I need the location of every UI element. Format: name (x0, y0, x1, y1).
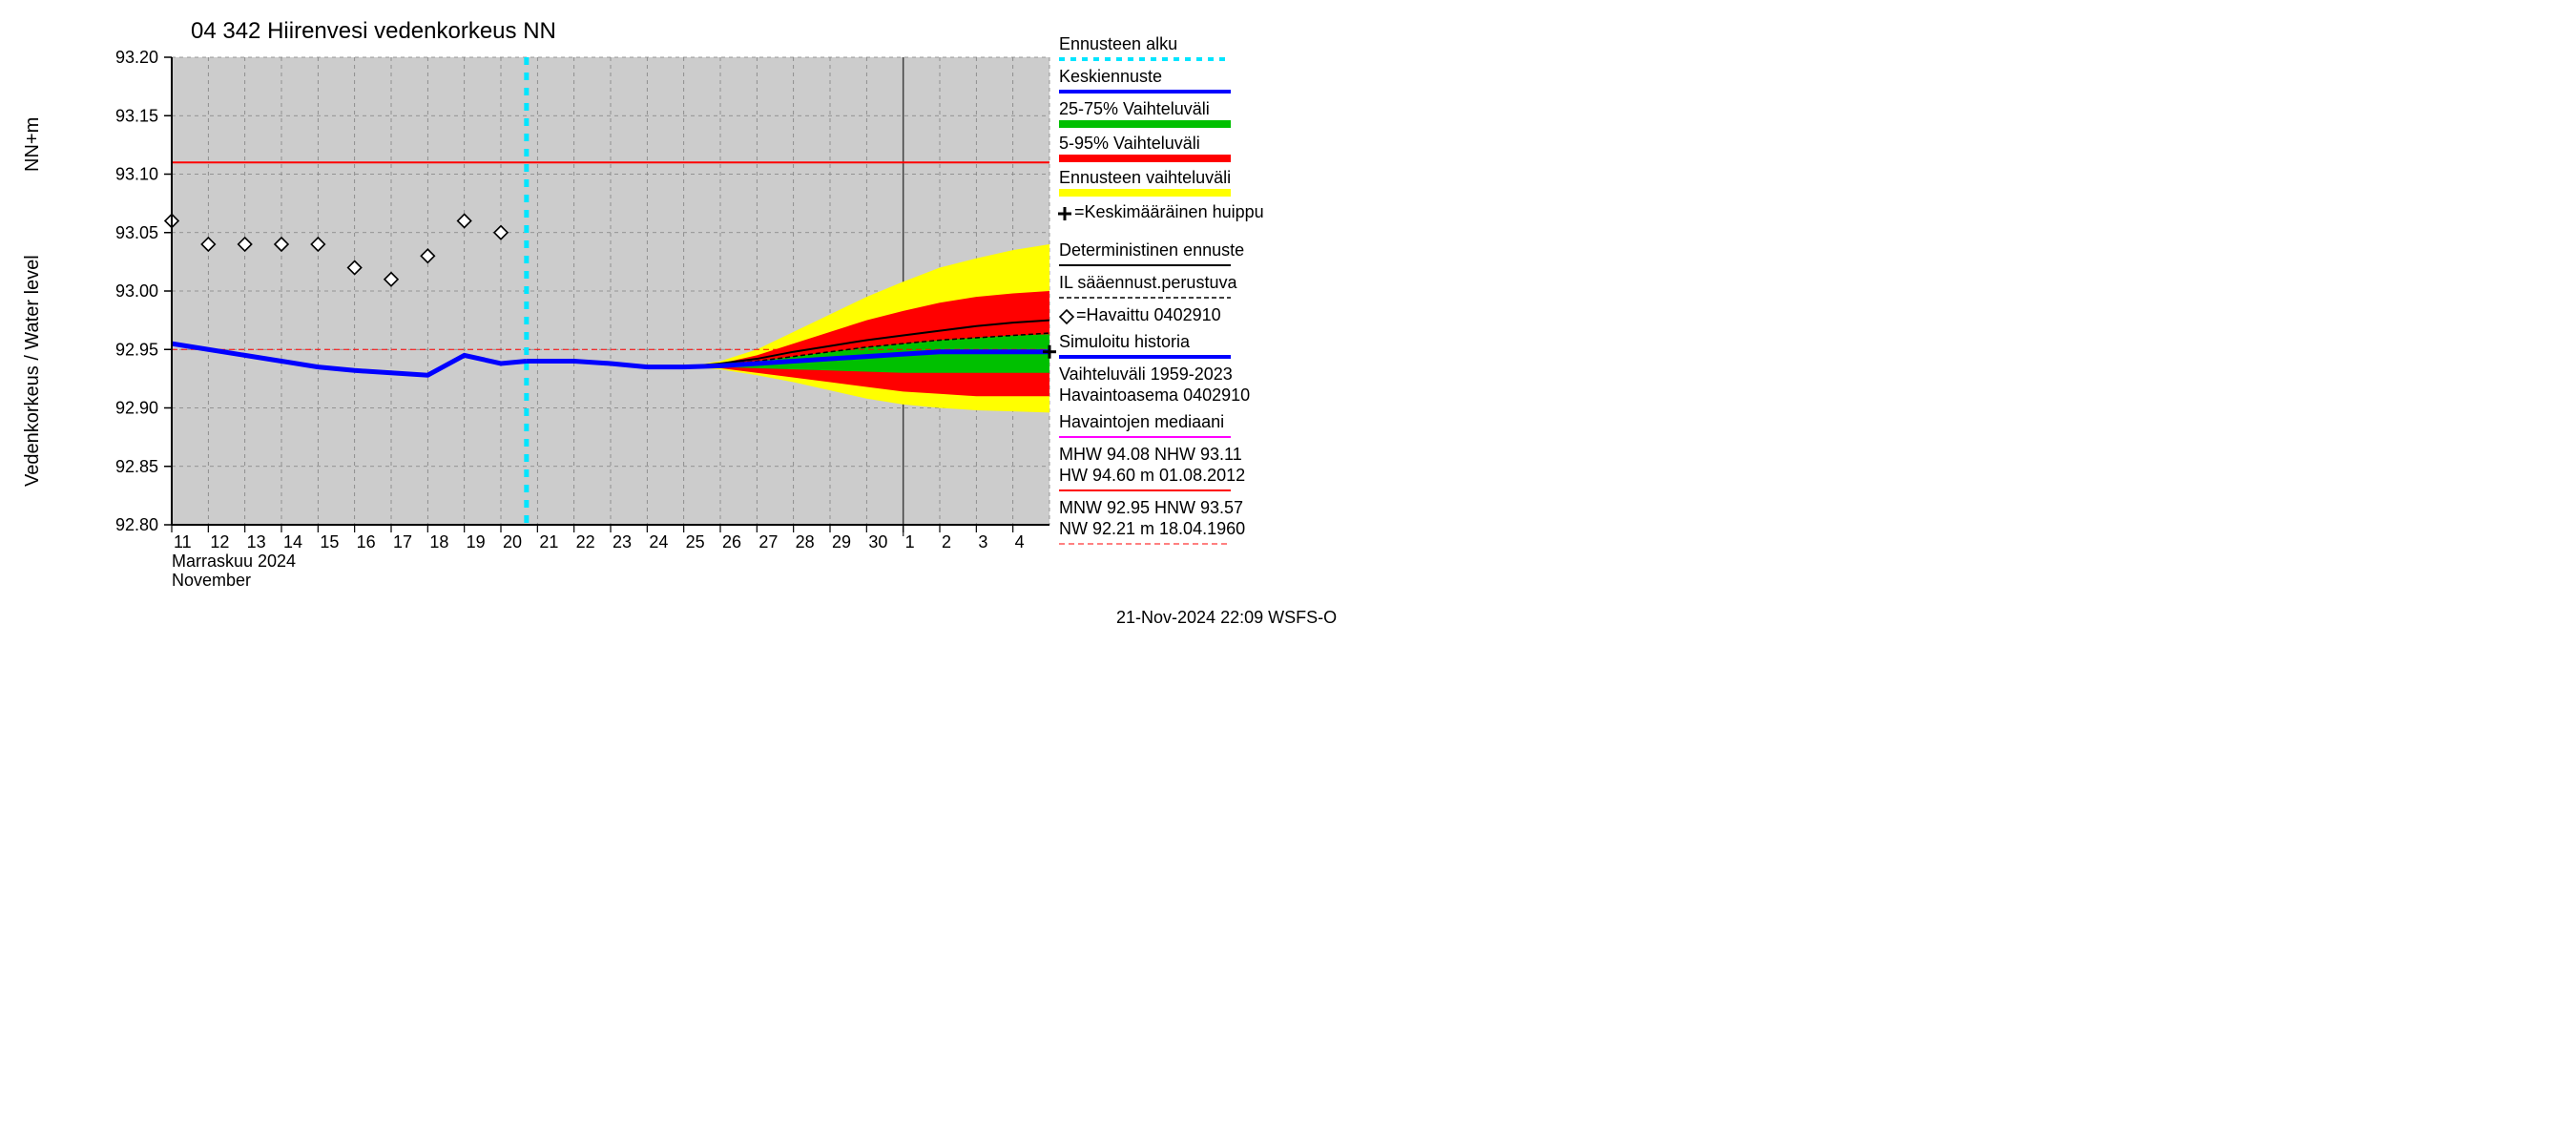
legend-label-mean_peak: =Keskimääräinen huippu (1074, 202, 1264, 221)
legend-label-simuloitu: Simuloitu historia (1059, 332, 1191, 351)
ytick-label: 92.90 (115, 399, 158, 418)
legend-extra-mnw: NW 92.21 m 18.04.1960 (1059, 519, 1245, 538)
legend-label-vaihtelu_25_75: 25-75% Vaihteluväli (1059, 99, 1210, 118)
y-axis-label-2: NN+m (22, 117, 43, 172)
xtick-label: 16 (357, 532, 376, 552)
ytick-label: 92.95 (115, 340, 158, 359)
ytick-label: 92.80 (115, 515, 158, 534)
legend-label-vaihtelu_5_95: 5-95% Vaihteluväli (1059, 134, 1200, 153)
chart-svg: 92.80 92.85 92.90 92.95 93.00 93.05 93.10 93.15… (0, 0, 1431, 636)
xtick-label: 3 (978, 532, 987, 552)
xtick-label: 27 (758, 532, 778, 552)
legend-label-deterministic: Deterministinen ennuste (1059, 240, 1244, 260)
xtick-label: 13 (247, 532, 266, 552)
month-label-en: November (172, 571, 251, 590)
legend-label-ennusteen_vaihtelu: Ennusteen vaihteluväli (1059, 168, 1231, 187)
legend-extra-vaihtelu_hist: Havaintoasema 0402910 (1059, 385, 1250, 405)
legend-sample-vaihtelu_5_95 (1059, 155, 1231, 162)
month-label-fi: Marraskuu 2024 (172, 552, 296, 571)
xtick-label: 24 (649, 532, 668, 552)
chart-title: 04 342 Hiirenvesi vedenkorkeus NN (191, 18, 556, 44)
xtick-label: 20 (503, 532, 522, 552)
legend-label-mhw: MHW 94.08 NHW 93.11 (1059, 445, 1242, 464)
xtick-label: 18 (429, 532, 448, 552)
legend-extra-mhw: HW 94.60 m 01.08.2012 (1059, 466, 1245, 485)
legend-label-il: IL sääennust.perustuva (1059, 273, 1237, 292)
xtick-label: 4 (1015, 532, 1025, 552)
xtick-label: 22 (576, 532, 595, 552)
xtick-label: 17 (393, 532, 412, 552)
ytick-label: 92.85 (115, 457, 158, 476)
ytick-label: 93.15 (115, 106, 158, 125)
xtick-label: 1 (905, 532, 915, 552)
legend-label-keskiennuste: Keskiennuste (1059, 67, 1162, 86)
chart-container: 92.80 92.85 92.90 92.95 93.00 93.05 93.10 93.15… (0, 0, 1431, 636)
xtick-label: 12 (210, 532, 229, 552)
legend-label-mnw: MNW 92.95 HNW 93.57 (1059, 498, 1243, 517)
ytick-label: 93.20 (115, 48, 158, 67)
legend-diamond (1060, 310, 1073, 323)
ytick-label: 93.00 (115, 281, 158, 301)
xtick-label: 29 (832, 532, 851, 552)
legend-label-havaittu: =Havaittu 0402910 (1076, 305, 1221, 324)
xtick-label: 2 (942, 532, 951, 552)
ytick-label: 93.10 (115, 165, 158, 184)
xtick-label: 21 (539, 532, 558, 552)
xtick-label: 30 (868, 532, 887, 552)
ytick-label: 93.05 (115, 223, 158, 242)
xtick-label: 11 (174, 532, 192, 552)
xtick-label: 28 (796, 532, 815, 552)
legend-label-ennusteen_alku: Ennusteen alku (1059, 34, 1177, 53)
xtick-label: 14 (283, 532, 302, 552)
legend-sample-vaihtelu_25_75 (1059, 120, 1231, 128)
footer-timestamp: 21-Nov-2024 22:09 WSFS-O (1116, 608, 1337, 627)
legend-sample-ennusteen_vaihtelu (1059, 189, 1231, 197)
y-axis-label-1: Vedenkorkeus / Water level (22, 255, 43, 487)
xtick-label: 19 (467, 532, 486, 552)
xtick-label: 15 (320, 532, 339, 552)
xtick-label: 23 (613, 532, 632, 552)
legend-label-mediaani: Havaintojen mediaani (1059, 412, 1224, 431)
legend-label-vaihtelu_hist: Vaihteluväli 1959-2023 (1059, 364, 1233, 384)
xtick-label: 25 (686, 532, 705, 552)
xtick-label: 26 (722, 532, 741, 552)
